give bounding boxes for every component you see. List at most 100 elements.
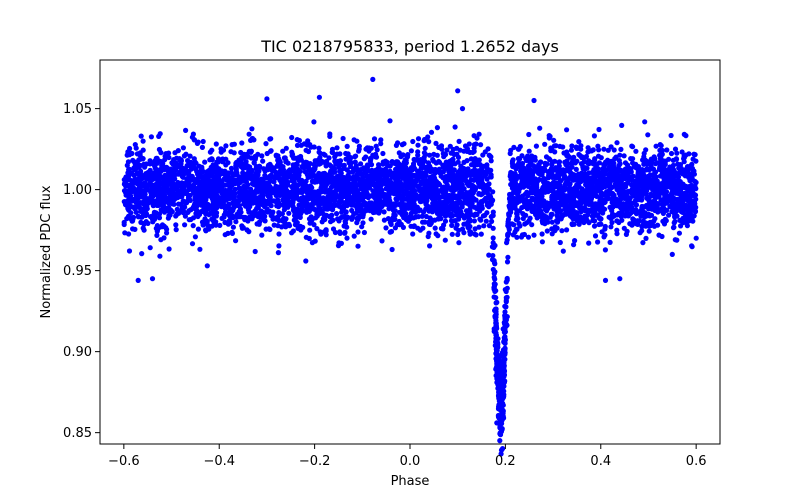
- data-point: [340, 135, 346, 142]
- data-point: [476, 190, 482, 197]
- data-point: [199, 144, 205, 150]
- data-point: [368, 216, 374, 222]
- data-point: [176, 156, 182, 162]
- data-point: [552, 149, 558, 155]
- data-point: [526, 203, 532, 209]
- data-point: [383, 186, 389, 192]
- data-point: [218, 146, 224, 152]
- data-point: [334, 151, 340, 157]
- data-point: [280, 148, 286, 154]
- data-point: [548, 211, 554, 217]
- data-point: [596, 147, 602, 153]
- data-point: [411, 223, 417, 229]
- data-point: [307, 227, 313, 233]
- data-point: [250, 213, 257, 219]
- data-point: [559, 213, 566, 219]
- data-point: [563, 162, 569, 168]
- data-point: [580, 166, 586, 172]
- data-point: [552, 224, 558, 230]
- data-point: [394, 180, 400, 186]
- data-point: [393, 196, 399, 202]
- data-point: [426, 139, 432, 145]
- data-point: [548, 145, 554, 151]
- data-point: [158, 158, 164, 165]
- data-point: [290, 174, 296, 180]
- data-point: [308, 183, 314, 189]
- data-point: [670, 180, 676, 186]
- data-point: [331, 166, 337, 172]
- data-point: [202, 159, 208, 165]
- data-point: [169, 160, 175, 166]
- data-point: [532, 181, 538, 187]
- data-point: [597, 182, 603, 188]
- data-point: [549, 193, 555, 199]
- data-point: [601, 168, 607, 174]
- data-point: [236, 189, 242, 195]
- data-point: [228, 165, 235, 171]
- data-point: [330, 226, 337, 232]
- data-point: [458, 188, 464, 195]
- data-point: [263, 141, 269, 147]
- data-point: [491, 244, 497, 250]
- data-point: [622, 160, 629, 166]
- data-point: [326, 176, 332, 182]
- data-point: [371, 136, 378, 142]
- data-point: [585, 145, 591, 151]
- data-point: [471, 148, 477, 154]
- data-point: [564, 186, 570, 192]
- data-point: [147, 158, 153, 164]
- data-point: [468, 177, 474, 183]
- data-point: [439, 146, 445, 152]
- data-point: [203, 228, 209, 234]
- data-point: [204, 220, 210, 226]
- data-point: [352, 184, 358, 190]
- data-point: [138, 133, 144, 139]
- data-point: [244, 193, 251, 199]
- data-point: [576, 191, 582, 197]
- data-point: [555, 171, 561, 177]
- data-point: [211, 169, 217, 175]
- data-point: [375, 192, 381, 199]
- data-point: [387, 118, 393, 124]
- data-point: [254, 205, 260, 211]
- data-point: [345, 179, 351, 185]
- data-point: [680, 171, 686, 177]
- data-point: [427, 169, 433, 175]
- data-point: [321, 196, 327, 202]
- data-point: [613, 173, 620, 180]
- data-point: [490, 212, 496, 219]
- data-point: [164, 184, 170, 190]
- data-point: [212, 212, 218, 218]
- data-point: [648, 193, 654, 199]
- data-point: [440, 208, 446, 214]
- data-point: [689, 161, 695, 167]
- data-point: [378, 189, 384, 195]
- data-point: [148, 134, 154, 140]
- data-point: [386, 206, 392, 212]
- data-point: [138, 208, 144, 214]
- data-point: [573, 166, 579, 172]
- data-point: [272, 190, 278, 196]
- data-point: [336, 203, 342, 209]
- data-point: [461, 159, 467, 165]
- data-point: [676, 230, 683, 236]
- data-point: [465, 170, 471, 176]
- data-point: [608, 158, 614, 164]
- data-point: [189, 162, 195, 168]
- data-point: [613, 168, 620, 174]
- data-point: [257, 193, 264, 200]
- data-point: [566, 197, 572, 203]
- data-point: [592, 206, 598, 213]
- data-point: [422, 190, 428, 196]
- data-point: [309, 240, 315, 246]
- data-point: [140, 147, 146, 153]
- data-point: [374, 188, 380, 194]
- data-point: [565, 152, 571, 158]
- data-point: [198, 173, 204, 179]
- data-point: [351, 166, 357, 172]
- data-point: [285, 160, 291, 166]
- data-point: [529, 186, 535, 192]
- data-point: [522, 221, 528, 227]
- data-point: [264, 206, 270, 212]
